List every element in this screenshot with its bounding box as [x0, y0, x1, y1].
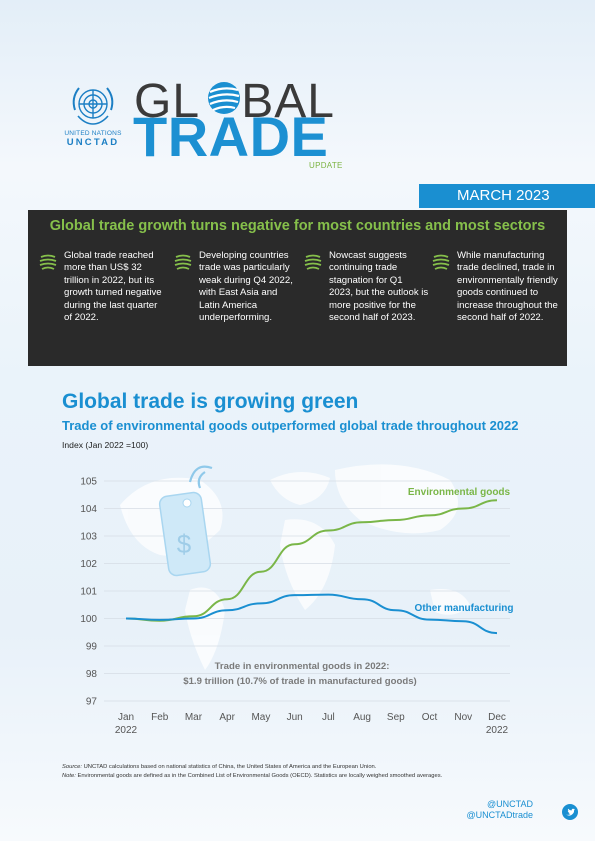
- section-title: Global trade is growing green: [62, 390, 359, 413]
- y-tick-label: 99: [86, 642, 98, 653]
- y-tick-label: 103: [80, 532, 97, 543]
- x-tick-label: Nov: [454, 712, 472, 723]
- index-label: Index (Jan 2022 =100): [62, 440, 149, 450]
- globe-stripes-icon: [304, 254, 322, 270]
- logo-line-1: UNITED NATIONS: [64, 130, 122, 137]
- x-tick-label: Dec: [488, 712, 506, 723]
- date-banner: MARCH 2023: [419, 184, 595, 208]
- summary-bullet-text: Nowcast suggests continuing trade stagna…: [329, 250, 429, 324]
- tag-symbol: $: [177, 529, 192, 559]
- social-handles: @UNCTAD @UNCTADtrade: [467, 799, 533, 821]
- y-tick-label: 101: [80, 587, 97, 598]
- globe-o-icon: [208, 82, 240, 114]
- line-chart: 97 98 99 100 101 102 103 104 105 Jan 2022 Feb Mar Ap…: [80, 464, 514, 736]
- series-label-manufacturing: Other manufacturing: [415, 603, 514, 614]
- x-tick-sublabel: 2022: [486, 725, 509, 736]
- x-tick-label: Jun: [287, 712, 303, 723]
- y-tick-label: 102: [80, 559, 97, 570]
- price-tag-icon: $: [158, 465, 213, 577]
- summary-bullet-text: Developing countries trade was particula…: [199, 250, 293, 324]
- chart-annotation-line-1: Trade in environmental goods in 2022:: [215, 661, 390, 672]
- y-tick-label: 100: [80, 614, 97, 625]
- x-axis-ticks: Jan 2022 Feb Mar Apr May Jun Jul Aug Sep Oct Nov Dec…: [115, 712, 509, 736]
- summary-panel: Global trade growth turns negative for m…: [28, 210, 567, 366]
- un-logo: UNITED NATIONS UNCTAD: [58, 80, 128, 148]
- y-tick-label: 105: [80, 477, 97, 488]
- chart-grid: [104, 480, 510, 702]
- series-line-other-manufacturing: [125, 593, 498, 635]
- x-tick-label: Apr: [219, 712, 235, 723]
- series-lines: [125, 499, 498, 635]
- x-tick-label: Jul: [322, 712, 335, 723]
- y-tick-label: 97: [86, 697, 98, 708]
- x-tick-label: Aug: [353, 712, 371, 723]
- un-emblem-icon: [72, 87, 114, 125]
- summary-heading: Global trade growth turns negative for m…: [49, 218, 546, 234]
- note-text: Environmental goods are defined as in th…: [75, 773, 443, 779]
- x-tick-sublabel: 2022: [115, 725, 138, 736]
- x-tick-label: Jan: [118, 712, 134, 723]
- chart-annotation-line-2: $1.9 trillion (10.7% of trade in manufac…: [183, 676, 417, 687]
- y-tick-label: 104: [80, 504, 97, 515]
- y-tick-label: 98: [86, 669, 98, 680]
- logo-line-2: UNCTAD: [66, 137, 120, 148]
- note-label: Note:: [62, 773, 76, 779]
- series-label-environmental: Environmental goods: [408, 487, 511, 498]
- section-subtitle: Trade of environmental goods outperforme…: [62, 418, 519, 433]
- globe-stripes-icon: [432, 254, 450, 270]
- x-tick-label: Mar: [185, 712, 203, 723]
- summary-bullet-text: While manufacturing trade declined, trad…: [457, 250, 558, 324]
- globe-stripes-icon: [39, 254, 57, 270]
- y-axis-ticks: 97 98 99 100 101 102 103 104 105: [80, 477, 97, 708]
- update-label: UPDATE: [309, 161, 343, 170]
- title-global: GL BAL: [134, 75, 335, 128]
- source-note: Source: UNCTAD calculations based on nat…: [62, 763, 542, 781]
- x-tick-label: May: [251, 712, 270, 723]
- source-label: Source:: [62, 764, 82, 770]
- source-text: UNCTAD calculations based on national st…: [81, 764, 377, 770]
- title-trade: TRADE: [133, 105, 329, 168]
- twitter-icon[interactable]: [562, 804, 578, 820]
- summary-bullet-text: Global trade reached more than US$ 32 tr…: [64, 250, 162, 324]
- x-tick-label: Sep: [387, 712, 405, 723]
- handle-unctad[interactable]: @UNCTAD: [487, 799, 533, 809]
- x-tick-label: Feb: [151, 712, 169, 723]
- handle-unctadtrade[interactable]: @UNCTADtrade: [466, 810, 533, 820]
- x-tick-label: Oct: [422, 712, 438, 723]
- globe-stripes-icon: [174, 254, 192, 270]
- series-line-environmental-goods: [125, 499, 498, 622]
